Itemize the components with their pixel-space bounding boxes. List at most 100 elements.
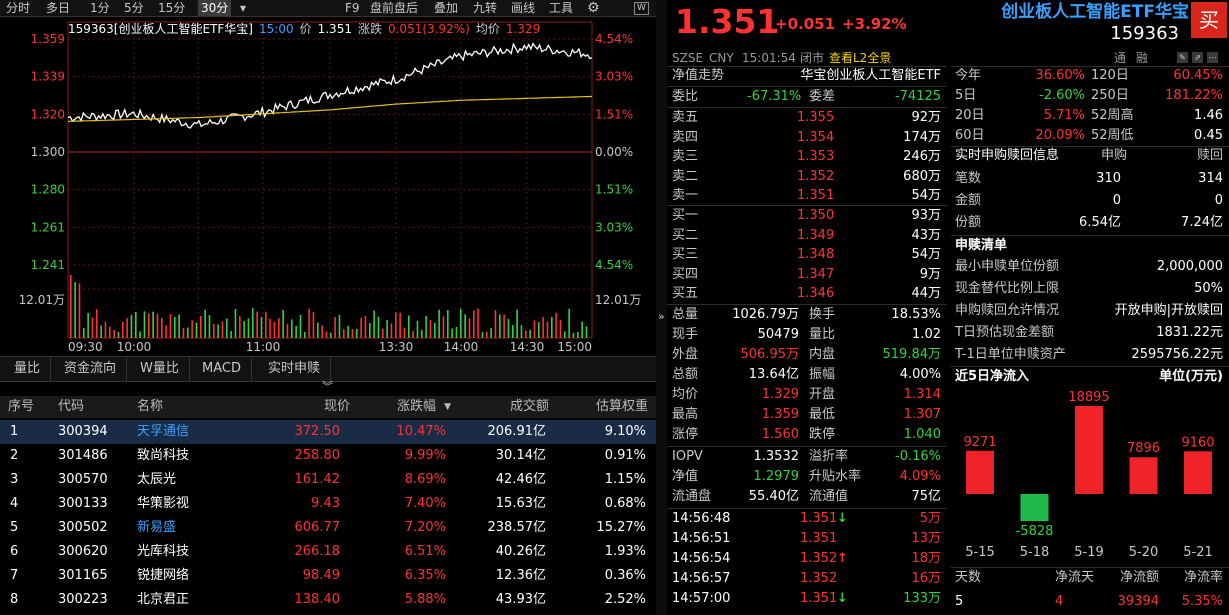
volume-bar: [109, 326, 111, 338]
col-price[interactable]: 现价: [323, 399, 350, 414]
cell-name[interactable]: 光库科技: [137, 544, 190, 559]
volume-bar: [304, 331, 306, 338]
table-row[interactable]: 5 300502 新易盛 606.77 7.20% 238.57亿 15.27%: [0, 516, 656, 540]
stat-label: 外盘: [672, 347, 699, 362]
overlay-button[interactable]: 叠加: [434, 1, 459, 15]
more-icon[interactable]: ⋯: [1207, 52, 1218, 63]
cell-name[interactable]: 天孚通信: [137, 424, 190, 439]
perf-value: 20.09%: [1035, 128, 1085, 143]
tab-macd[interactable]: MACD: [192, 357, 252, 381]
gear-icon[interactable]: ⚙: [587, 0, 600, 16]
cell-name[interactable]: 太辰光: [137, 472, 177, 487]
stat-label: 换手: [809, 307, 836, 322]
perf-label: 60日: [955, 128, 985, 143]
bid-label: 买四: [672, 266, 699, 282]
sgqd-label: 申购赎回允许情况: [955, 303, 1060, 318]
nine-turn-button[interactable]: 九转: [473, 1, 498, 15]
col-change-pct[interactable]: 涨跌幅: [396, 399, 436, 414]
col-index[interactable]: 序号: [8, 399, 35, 414]
table-row[interactable]: 3 300570 太辰光 161.42 8.69% 42.46亿 1.15%: [0, 468, 656, 492]
tab-multiday[interactable]: 多日: [46, 1, 71, 15]
col-name[interactable]: 名称: [137, 399, 164, 414]
stat-value: 1.314: [903, 387, 941, 402]
expand-chevron-icon[interactable]: ︾: [322, 380, 333, 393]
f9-button[interactable]: F9: [345, 1, 360, 15]
tools-button[interactable]: 工具: [549, 1, 574, 15]
cell-weight: 0.36%: [604, 568, 646, 583]
volume-bar: [221, 321, 224, 338]
volume-bar: [325, 331, 328, 338]
tab-intraday[interactable]: 分时: [6, 1, 31, 15]
volume-bar: [78, 283, 81, 338]
table-row[interactable]: 8 300223 北京君正 138.40 5.88% 43.93亿 2.52%: [0, 588, 656, 612]
sg-redeem-value: 314: [1198, 171, 1223, 186]
table-row[interactable]: 4 300133 华策影视 9.43 7.40% 15.63亿 0.68%: [0, 492, 656, 516]
bid-label: 买一: [672, 208, 699, 223]
buy-button[interactable]: 买: [1191, 2, 1227, 38]
iopv-value: 1.2979: [753, 469, 800, 484]
sort-desc-icon[interactable]: ▼: [444, 402, 451, 412]
cell-change-pct: 6.51%: [404, 544, 446, 559]
chart-title: 159363[创业板人工智能ETF华宝]: [68, 22, 253, 36]
volume-bar: [243, 321, 245, 338]
weicha-label: 委差: [809, 89, 836, 104]
ask-label: 卖五: [672, 110, 699, 125]
stat-value: 1.329: [761, 387, 799, 402]
volume-tick-label: 12.01万: [19, 293, 65, 307]
draw-line-button[interactable]: 画线: [511, 1, 536, 15]
iopv-value: -0.16%: [895, 449, 941, 464]
cell-name[interactable]: 北京君正: [137, 592, 190, 607]
table-row[interactable]: 6 300620 光库科技 266.18 6.51% 40.26亿 1.93%: [0, 540, 656, 564]
premarket-button[interactable]: 盘前盘后: [370, 1, 419, 15]
tab-realtime-redemption[interactable]: 实时申赎: [258, 357, 332, 381]
cell-name[interactable]: 华策影视: [137, 496, 190, 511]
cell-price: 161.42: [294, 472, 341, 487]
sgqd-value: 2,000,000: [1156, 259, 1223, 274]
tab-volume-ratio[interactable]: 量比: [4, 357, 52, 381]
l2-link[interactable]: 查看L2全景: [829, 51, 892, 65]
iopv-value: 1.3532: [753, 449, 800, 464]
volume-bar: [538, 322, 540, 338]
cell-name[interactable]: 锐捷网络: [137, 568, 190, 583]
tab-fund-flow[interactable]: 资金流向: [54, 357, 128, 381]
volume-bar: [464, 314, 466, 338]
link-icon[interactable]: ⇗: [1192, 52, 1203, 63]
cell-turnover: 12.36亿: [495, 568, 546, 583]
w-badge-icon[interactable]: W: [634, 2, 649, 15]
stat-value: 13.64亿: [748, 367, 799, 382]
volume-bar: [165, 325, 167, 338]
perf-value: 181.22%: [1165, 88, 1223, 103]
tab-w-volume-ratio[interactable]: W量比: [130, 357, 190, 381]
tab-1min[interactable]: 1分: [90, 1, 110, 15]
intraday-chart: 1.359 4.54% 1.339 3.03% 1.320 1.51% 1.300 0.00%…: [0, 17, 656, 355]
x-tick-label: 10:00: [117, 340, 152, 354]
tab-30min[interactable]: 30分: [198, 0, 232, 16]
volume-bar: [429, 319, 432, 338]
volume-bar: [343, 329, 345, 338]
volume-bar: [473, 310, 475, 338]
tab-5min[interactable]: 5分: [124, 1, 144, 15]
col-weight[interactable]: 估算权重: [595, 399, 648, 414]
stat-label: 总量: [672, 307, 699, 322]
table-row[interactable]: 1 300394 天孚通信 372.50 10.47% 206.91亿 9.10%: [0, 420, 656, 444]
volume-bar: [338, 314, 341, 338]
volume-bar: [468, 318, 471, 338]
cell-change-pct: 9.99%: [404, 448, 446, 463]
cell-name[interactable]: 新易盛: [137, 520, 177, 535]
stat-value: 18.53%: [891, 307, 941, 322]
period-dropdown-icon[interactable]: ▾: [240, 1, 247, 15]
cell-name[interactable]: 致尚科技: [137, 448, 190, 463]
edit-icon[interactable]: ✎: [1177, 52, 1188, 63]
volume-bar: [148, 313, 150, 338]
volume-bar: [312, 311, 315, 338]
period-toolbar: 分时 多日 1分 5分 15分 30分 ▾ F9 盘前盘后 叠加 九转 画线 工…: [0, 0, 656, 17]
col-code[interactable]: 代码: [58, 399, 85, 414]
tab-15min[interactable]: 15分: [158, 1, 186, 15]
tick-volume: 16万: [911, 571, 941, 586]
perf-label: 52周低: [1091, 128, 1134, 143]
col-turnover[interactable]: 成交额: [509, 399, 549, 414]
table-row[interactable]: 7 301165 锐捷网络 98.49 6.35% 12.36亿 0.36%: [0, 564, 656, 588]
nav-trend-link[interactable]: 净值走势: [672, 68, 725, 83]
collapse-arrow-icon[interactable]: »: [658, 310, 665, 323]
table-row[interactable]: 2 301486 致尚科技 258.80 9.99% 30.14亿 0.91%: [0, 444, 656, 468]
